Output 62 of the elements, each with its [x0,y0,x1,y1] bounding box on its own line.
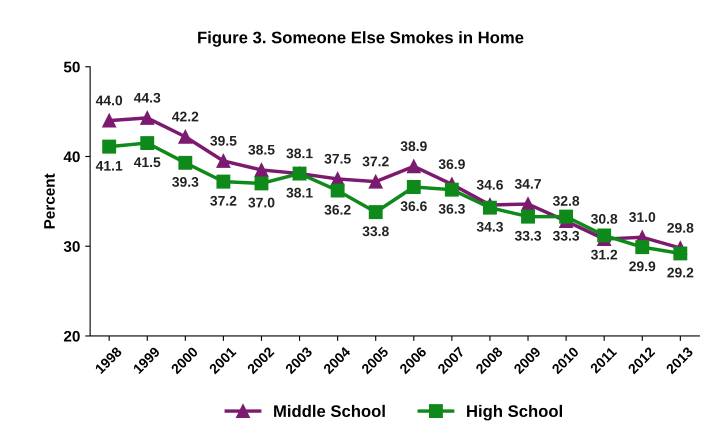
point [635,240,650,254]
point [482,200,497,215]
point [254,163,268,177]
data-label: 41.1 [96,161,122,171]
data-label: 38.5 [248,144,275,155]
point [102,140,116,154]
data-label: 44.3 [134,92,160,103]
point [559,210,574,224]
data-label: 31.2 [590,250,618,260]
data-label: 33.8 [362,226,389,236]
point [444,182,459,197]
point [178,156,192,170]
data-label: 29.2 [667,268,694,278]
data-label: 36.2 [324,204,351,215]
data-label: 39.5 [210,136,237,146]
point [178,130,192,144]
data-label: 33.3 [514,230,542,241]
data-label: 34.6 [476,180,503,190]
y-axis-title: Percent [44,174,55,228]
data-label: 37.5 [324,154,351,164]
data-label: 37.2 [362,156,389,166]
data-label: 29.9 [629,261,656,272]
data-label: 37.0 [248,198,274,208]
point [521,210,535,224]
data-label: 41.5 [134,157,160,168]
point [597,228,612,242]
point [102,114,116,128]
point [368,205,383,220]
y-tick-label: 50 [64,62,80,72]
chart-title: Figure 3. Someone Else Smokes in Home [198,31,524,47]
point [406,159,421,174]
y-tick-label: 40 [64,151,80,162]
data-label: 36.3 [438,204,465,214]
point [216,174,230,189]
legend-label: Middle School [274,404,385,418]
data-label: 44.0 [96,96,122,106]
data-label: 39.3 [172,177,198,187]
data-label: 31.0 [629,212,656,222]
data-label: 34.3 [476,222,503,232]
legend-label: High School [467,404,562,420]
point [673,246,688,260]
data-label: 42.2 [172,112,198,122]
point [406,180,421,194]
data-label: 36.6 [400,201,427,212]
data-label: 38.1 [286,148,313,158]
data-label: 36.9 [438,159,465,170]
point [140,136,154,150]
point [140,110,154,125]
data-label: 34.7 [514,178,541,189]
data-label: 29.8 [667,222,694,233]
point [254,176,268,190]
y-tick-label: 30 [64,241,80,252]
y-tick-label: 20 [64,330,80,342]
data-label: 38.9 [400,141,427,152]
point [330,184,345,198]
data-label: 30.8 [590,214,618,224]
point [216,154,230,168]
point [368,174,383,189]
data-label: 33.3 [552,230,580,241]
data-label: 37.2 [210,196,236,206]
data-label: 32.8 [552,196,580,206]
data-label: 38.1 [286,188,313,198]
